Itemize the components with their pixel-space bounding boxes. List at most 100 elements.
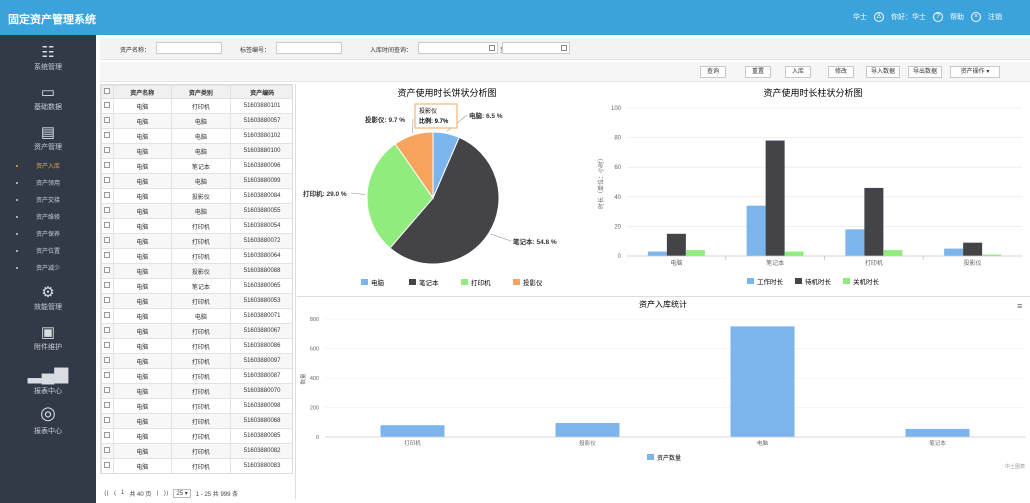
bar[interactable]: [647, 251, 667, 256]
table-row[interactable]: 电脑 笔记本 51603880065: [101, 278, 292, 294]
table-row[interactable]: 电脑 投影仪 51603880088: [101, 263, 292, 279]
bar[interactable]: [730, 326, 795, 437]
table-row[interactable]: 电脑 打印机 51603880068: [101, 413, 292, 429]
next-page-icon[interactable]: ⟩: [156, 490, 159, 497]
stock-in-button[interactable]: 入库: [785, 66, 811, 78]
logout-link[interactable]: 注销: [988, 14, 1002, 21]
prev-page-icon[interactable]: ⟨: [113, 490, 117, 497]
legend-item[interactable]: 电脑: [371, 278, 385, 287]
row-checkbox[interactable]: [101, 188, 114, 204]
row-checkbox[interactable]: [101, 338, 114, 354]
bar[interactable]: [963, 242, 983, 256]
bar[interactable]: [380, 425, 445, 437]
table-row[interactable]: 电脑 电脑 51603880100: [101, 143, 292, 159]
table-row[interactable]: 电脑 打印机 51603880098: [101, 398, 292, 414]
bar[interactable]: [746, 205, 766, 256]
row-checkbox[interactable]: [101, 458, 114, 473]
row-checkbox[interactable]: [101, 173, 114, 189]
row-checkbox[interactable]: [101, 248, 114, 264]
help-icon[interactable]: ?: [933, 12, 943, 22]
row-checkbox[interactable]: [101, 143, 114, 159]
sidebar-sub-asset-use[interactable]: 资产领用: [16, 178, 60, 187]
row-checkbox[interactable]: [101, 233, 114, 249]
bar[interactable]: [765, 140, 785, 256]
table-row[interactable]: 电脑 打印机 51603880053: [101, 293, 292, 309]
start-date-input[interactable]: [418, 42, 498, 54]
col-asset-category[interactable]: 资产类别: [170, 85, 232, 99]
row-checkbox[interactable]: [101, 158, 114, 174]
table-row[interactable]: 电脑 电脑 51603880071: [101, 308, 292, 324]
pie-slice-1[interactable]: [389, 136, 500, 265]
row-checkbox[interactable]: [101, 263, 114, 279]
import-button[interactable]: 导入数据: [866, 66, 900, 78]
bar[interactable]: [784, 251, 804, 256]
sidebar-item-attachment[interactable]: ▣ 附件维护: [0, 323, 96, 352]
sidebar-sub-asset-location[interactable]: 资产位置: [16, 246, 60, 255]
row-checkbox[interactable]: [101, 443, 114, 459]
bar[interactable]: [666, 233, 686, 256]
table-row[interactable]: 电脑 打印机 51603880097: [101, 353, 292, 369]
table-row[interactable]: 电脑 笔记本 51603880096: [101, 158, 292, 174]
table-row[interactable]: 电脑 投影仪 51603880084: [101, 188, 292, 204]
page-number[interactable]: 1: [121, 490, 125, 496]
sidebar-item-basic-data[interactable]: ▭ 基础数据: [0, 83, 96, 112]
sidebar-sub-asset-maintain[interactable]: 资产保养: [16, 229, 60, 238]
user-icon[interactable]: ♙: [874, 12, 884, 22]
select-all-checkbox[interactable]: [101, 85, 114, 99]
row-checkbox[interactable]: [101, 323, 114, 339]
col-asset-name[interactable]: 资产名称: [112, 85, 172, 99]
col-asset-code[interactable]: 资产编码: [230, 85, 292, 99]
legend-item[interactable]: 工作时长: [757, 277, 784, 286]
bar[interactable]: [845, 229, 865, 256]
table-row[interactable]: 电脑 打印机 51603880087: [101, 368, 292, 384]
legend-item[interactable]: 笔记本: [419, 278, 439, 287]
pie-slice-2[interactable]: [366, 143, 434, 249]
row-checkbox[interactable]: [101, 278, 114, 294]
legend-item[interactable]: 关机时长: [853, 277, 880, 286]
bar[interactable]: [944, 248, 964, 256]
row-checkbox[interactable]: [101, 368, 114, 384]
table-row[interactable]: 电脑 打印机 51603880054: [101, 218, 292, 234]
row-checkbox[interactable]: [101, 98, 114, 114]
sidebar-sub-asset-reduce[interactable]: 资产减少: [16, 263, 60, 272]
table-row[interactable]: 电脑 打印机 51603880072: [101, 233, 292, 249]
sidebar-sub-asset-handover[interactable]: 资产交接: [16, 195, 60, 204]
sidebar-item-report-center-2[interactable]: ◎ 报表中心: [0, 403, 96, 436]
table-row[interactable]: 电脑 电脑 51603880057: [101, 113, 292, 129]
legend-item[interactable]: 投影仪: [523, 278, 543, 287]
row-checkbox[interactable]: [101, 218, 114, 234]
end-date-input[interactable]: [502, 42, 570, 54]
row-checkbox[interactable]: [101, 308, 114, 324]
table-row[interactable]: 电脑 打印机 51603880086: [101, 338, 292, 354]
row-checkbox[interactable]: [101, 293, 114, 309]
table-row[interactable]: 电脑 电脑 51603880102: [101, 128, 292, 144]
table-row[interactable]: 电脑 电脑 51603880055: [101, 203, 292, 219]
tag-no-input[interactable]: [276, 42, 342, 54]
calendar-icon[interactable]: [489, 45, 495, 51]
last-page-icon[interactable]: ⟩⟩: [163, 490, 169, 497]
row-checkbox[interactable]: [101, 113, 114, 129]
export-button[interactable]: 导出数据: [908, 66, 942, 78]
legend-item[interactable]: 打印机: [471, 278, 491, 287]
sidebar-item-report-center[interactable]: ▂▄▆ 报表中心: [0, 363, 96, 396]
bar[interactable]: [883, 250, 903, 256]
row-checkbox[interactable]: [101, 413, 114, 429]
row-checkbox[interactable]: [101, 203, 114, 219]
query-button[interactable]: 查询: [700, 66, 726, 78]
bar[interactable]: [982, 254, 1002, 256]
row-checkbox[interactable]: [101, 383, 114, 399]
logout-icon[interactable]: ×: [971, 12, 981, 22]
row-checkbox[interactable]: [101, 128, 114, 144]
table-row[interactable]: 电脑 打印机 51603880085: [101, 428, 292, 444]
bar[interactable]: [555, 422, 620, 437]
sidebar-item-system[interactable]: ☷ 系统管理: [0, 43, 96, 72]
bar[interactable]: [864, 187, 884, 256]
bar[interactable]: [685, 250, 705, 256]
bar[interactable]: [905, 428, 970, 437]
row-checkbox[interactable]: [101, 428, 114, 444]
page-size-select[interactable]: 25 ▾: [173, 488, 191, 498]
menu-icon[interactable]: ≡: [1017, 301, 1022, 311]
legend-item[interactable]: 资产数量: [657, 454, 681, 462]
table-row[interactable]: 电脑 打印机 51603880064: [101, 248, 292, 264]
sidebar-sub-asset-in[interactable]: 资产入库: [16, 161, 60, 170]
